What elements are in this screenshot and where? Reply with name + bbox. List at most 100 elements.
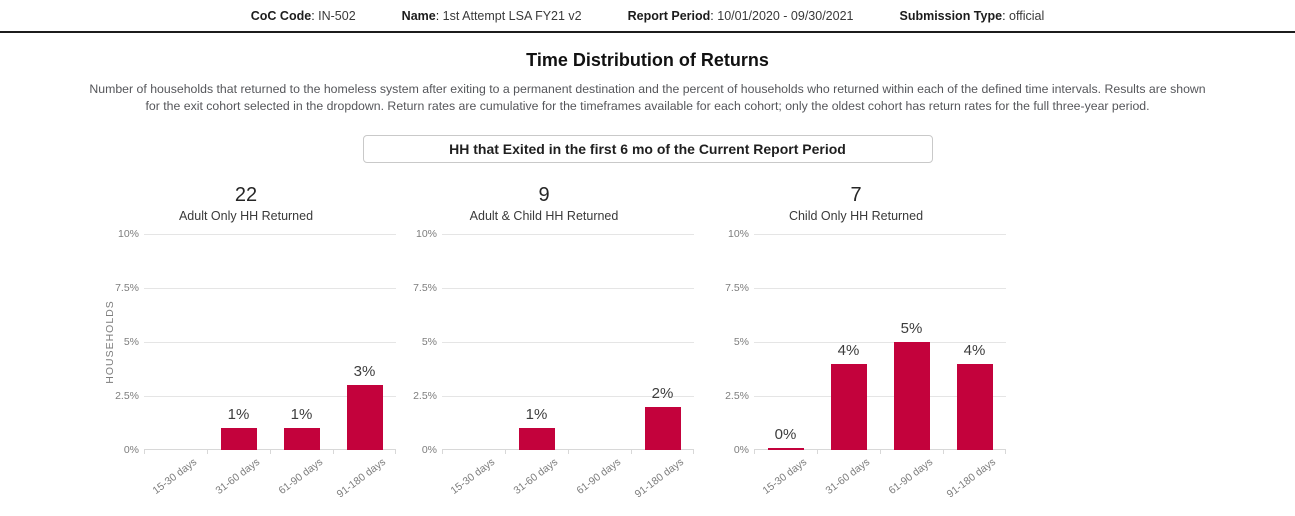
chart-subtitle: Adult & Child HH Returned xyxy=(469,209,619,223)
y-tick-label: 2.5% xyxy=(115,390,139,402)
x-axis-label: 61-90 days xyxy=(276,456,325,497)
bar-91-180-days[interactable] xyxy=(346,385,383,450)
y-tick-label: 5% xyxy=(733,336,749,348)
y-tick-label: 5% xyxy=(123,336,139,348)
y-axis: 10% 7.5% 5% 2.5% 0% HOUSEHOLDS xyxy=(96,228,144,456)
x-axis-label: 91-180 days xyxy=(632,456,686,501)
x-axis-tick xyxy=(817,450,818,454)
header-coc-code-value: IN-502 xyxy=(318,8,356,23)
chart-subtitle: Child Only HH Returned xyxy=(788,209,924,223)
y-tick-label: 7.5% xyxy=(413,282,437,294)
x-axis-line xyxy=(754,449,1006,450)
chart-adult-child-hh-returned: 9 Adult & Child HH Returned 10% 7.5% 5% 2.5% 0… xyxy=(394,183,694,500)
y-axis: 10% 7.5% 5% 2.5% 0% xyxy=(706,228,754,456)
bar-value-label: 1% xyxy=(525,406,548,423)
x-axis-tick xyxy=(880,450,881,454)
bar-31-60-days[interactable] xyxy=(220,428,257,450)
bar-value-label: 3% xyxy=(353,363,376,380)
x-axis-label: 15-30 days xyxy=(150,456,199,497)
bar-31-60-days[interactable] xyxy=(518,428,555,450)
y-tick-label: 0% xyxy=(421,444,437,456)
chart-subtitle: Adult Only HH Returned xyxy=(178,209,314,223)
report-header-bar: CoC CodeIN-502 Name1st Attempt LSA FY21 … xyxy=(0,0,1295,33)
x-axis-label: 91-180 days xyxy=(334,456,388,501)
x-axis-line xyxy=(442,449,694,450)
x-axis-tick xyxy=(442,450,443,454)
plot: 0% 15-30 days 4% 31-60 days 5% 61-90 days 4% 91… xyxy=(754,234,1006,500)
x-axis-label: 91-180 days xyxy=(944,456,998,501)
y-tick-label: 0% xyxy=(733,444,749,456)
y-tick-label: 7.5% xyxy=(725,282,749,294)
x-axis-tick xyxy=(568,450,569,454)
gridline xyxy=(442,342,694,343)
header-report-period-value: 10/01/2020 - 09/30/2021 xyxy=(717,8,854,23)
gridline xyxy=(442,288,694,289)
y-tick-label: 10% xyxy=(117,228,139,240)
y-axis-title: HOUSEHOLDS xyxy=(104,300,116,384)
gridline xyxy=(754,342,1006,343)
x-axis-label: 15-30 days xyxy=(448,456,497,497)
plot: 15-30 days 1% 31-60 days 1% 61-90 days 3% 91-1… xyxy=(144,234,396,500)
gridline xyxy=(144,234,396,235)
charts-row: 22 Adult Only HH Returned 10% 7.5% 5% 2.5% 0% H… xyxy=(96,183,1295,500)
gridline xyxy=(754,288,1006,289)
plot-area: 10% 7.5% 5% 2.5% 0% 15-30 days 1% 31-60 days 61-… xyxy=(394,228,694,500)
header-coc-code-label: CoC Code xyxy=(251,9,318,23)
x-axis-line xyxy=(144,449,396,450)
x-axis-tick xyxy=(144,450,145,454)
x-axis-tick xyxy=(207,450,208,454)
y-tick-label: 10% xyxy=(727,228,749,240)
bar-61-90-days[interactable] xyxy=(283,428,320,450)
header-name: Name1st Attempt LSA FY21 v2 xyxy=(402,9,582,23)
header-submission-type: Submission Typeofficial xyxy=(899,9,1044,23)
y-tick-label: 0% xyxy=(123,444,139,456)
header-submission-type-value: official xyxy=(1009,8,1045,23)
x-axis-tick xyxy=(333,450,334,454)
header-report-period-label: Report Period xyxy=(628,9,718,23)
bar-91-180-days[interactable] xyxy=(644,407,681,450)
gridline xyxy=(144,288,396,289)
gridline xyxy=(442,234,694,235)
header-submission-type-label: Submission Type xyxy=(899,9,1009,23)
x-axis-label: 61-90 days xyxy=(574,456,623,497)
y-tick-label: 2.5% xyxy=(725,390,749,402)
bar-value-label: 0% xyxy=(774,426,797,443)
y-tick-label: 5% xyxy=(421,336,437,348)
chart-child-only-hh-returned: 7 Child Only HH Returned 10% 7.5% 5% 2.5% 0% 0%… xyxy=(706,183,1006,500)
x-axis-tick xyxy=(395,450,396,454)
bar-value-label: 1% xyxy=(290,406,313,423)
y-axis: 10% 7.5% 5% 2.5% 0% xyxy=(394,228,442,456)
x-axis-label: 31-60 days xyxy=(511,456,560,497)
x-axis-label: 15-30 days xyxy=(760,456,809,497)
header-report-period: Report Period10/01/2020 - 09/30/2021 xyxy=(628,9,854,23)
page-title: Time Distribution of Returns xyxy=(526,50,769,70)
x-axis-tick xyxy=(1005,450,1006,454)
bar-31-60-days[interactable] xyxy=(830,364,867,450)
x-axis-label: 31-60 days xyxy=(823,456,872,497)
x-axis-tick xyxy=(270,450,271,454)
bar-91-180-days[interactable] xyxy=(956,364,993,450)
gridline xyxy=(144,342,396,343)
bar-value-label: 5% xyxy=(900,320,923,337)
chart-count: 7 xyxy=(850,184,862,206)
chart-count: 9 xyxy=(538,184,550,206)
gridline xyxy=(754,396,1006,397)
gridline xyxy=(144,396,396,397)
plot-area: 10% 7.5% 5% 2.5% 0% 0% 15-30 days 4% 31-60 days 5… xyxy=(706,228,1006,500)
page-description: Number of households that returned to th… xyxy=(89,82,1206,113)
header-coc-code: CoC CodeIN-502 xyxy=(251,9,356,23)
bar-value-label: 4% xyxy=(837,342,860,359)
header-name-label: Name xyxy=(402,9,443,23)
chart-count: 22 xyxy=(234,184,258,206)
y-tick-label: 2.5% xyxy=(413,390,437,402)
x-axis-tick xyxy=(505,450,506,454)
x-axis-tick xyxy=(943,450,944,454)
bar-61-90-days[interactable] xyxy=(893,342,930,450)
x-axis-tick xyxy=(693,450,694,454)
x-axis-label: 61-90 days xyxy=(886,456,935,497)
chart-adult-only-hh-returned: 22 Adult Only HH Returned 10% 7.5% 5% 2.5% 0% H… xyxy=(96,183,396,500)
bar-15-30-days[interactable] xyxy=(767,448,804,450)
bar-value-label: 1% xyxy=(227,406,250,423)
cohort-dropdown-value: HH that Exited in the first 6 mo of the … xyxy=(449,141,846,157)
cohort-dropdown[interactable]: HH that Exited in the first 6 mo of the … xyxy=(362,135,933,163)
